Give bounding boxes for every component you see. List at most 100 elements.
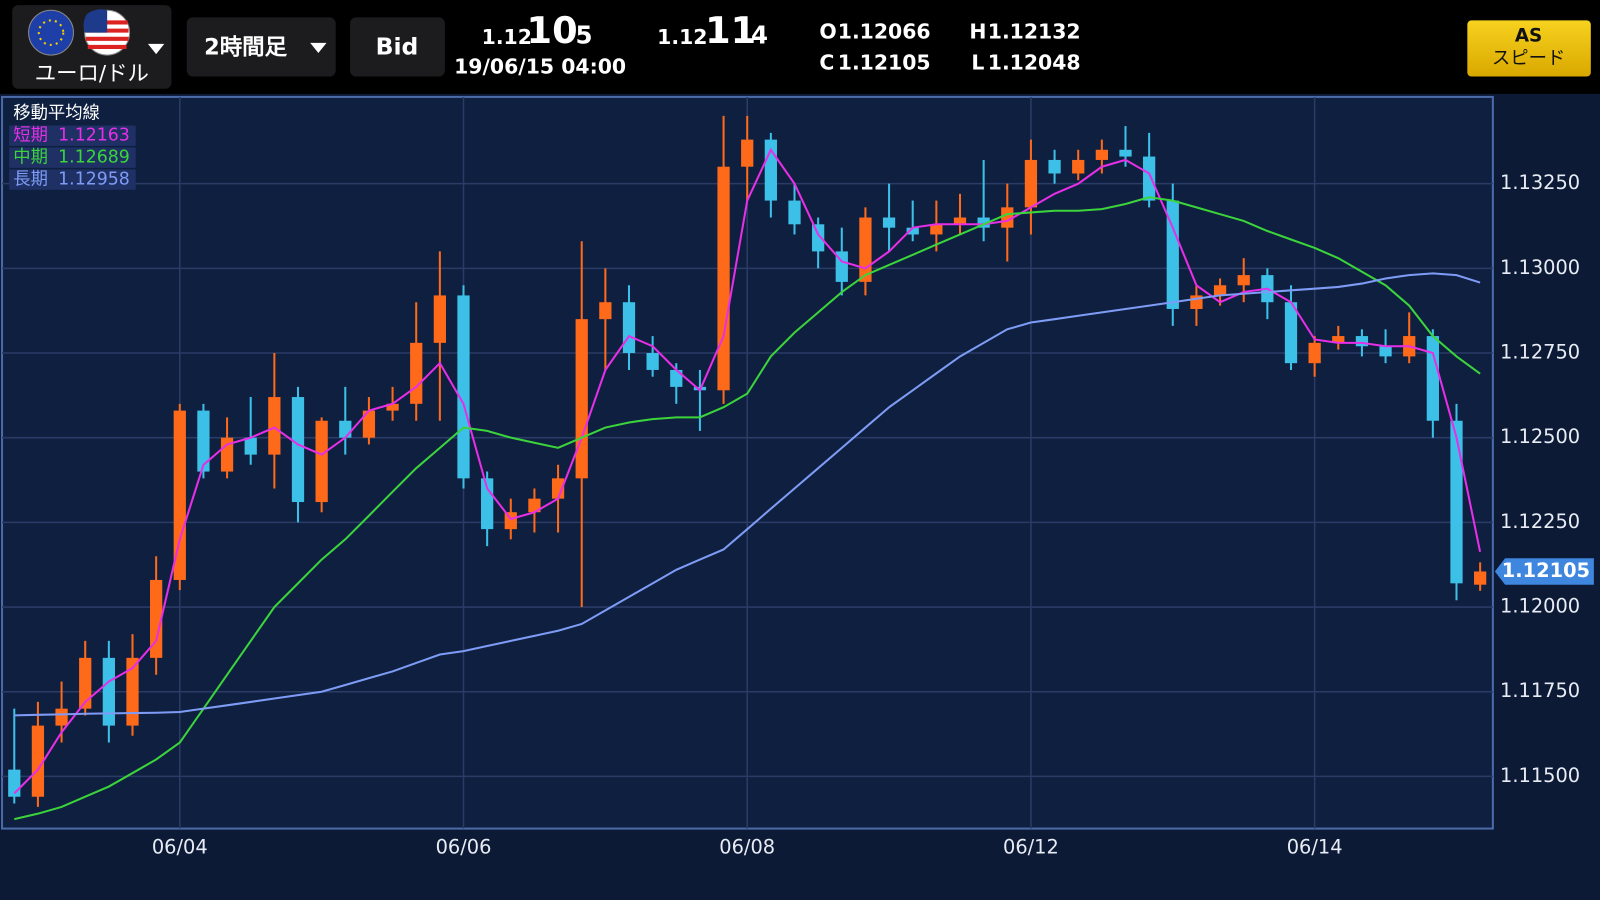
marks bbox=[8, 115, 1487, 821]
legend-bg bbox=[9, 125, 136, 146]
candle-body bbox=[1095, 149, 1108, 160]
bid-head: 1.12 bbox=[482, 25, 532, 49]
candle-body bbox=[812, 224, 825, 252]
ohlc-value: 1.12105 bbox=[838, 50, 931, 74]
x-tick-label: 06/14 bbox=[1287, 835, 1343, 858]
side-label: Bid bbox=[376, 32, 419, 60]
candle-body bbox=[1332, 336, 1345, 343]
ma-line bbox=[14, 196, 1481, 821]
legend-value: 1.12958 bbox=[58, 170, 130, 190]
candle-body bbox=[953, 217, 967, 225]
candle-body bbox=[670, 369, 683, 387]
ask-tail: 4 bbox=[751, 21, 768, 50]
candle-body bbox=[31, 725, 45, 797]
bid-big: 10 bbox=[527, 9, 578, 52]
candle-body bbox=[315, 420, 328, 503]
bid-tail: 5 bbox=[576, 21, 593, 50]
candle-body bbox=[1213, 285, 1227, 296]
legend-value: 1.12689 bbox=[58, 148, 130, 168]
candle-body bbox=[882, 217, 896, 228]
candle-body bbox=[79, 657, 92, 709]
eu-stars bbox=[37, 19, 65, 46]
ohlc-key: H bbox=[969, 20, 986, 44]
y-tick-label: 1.12250 bbox=[1500, 510, 1580, 533]
candle-body bbox=[410, 342, 423, 404]
candle-body bbox=[1450, 420, 1463, 584]
candle-body bbox=[291, 397, 305, 503]
pair-selector[interactable]: ユーロ/ドル bbox=[12, 5, 172, 89]
candle-body bbox=[599, 302, 612, 320]
x-tick-label: 06/04 bbox=[152, 835, 208, 858]
timeframe-label: 2時間足 bbox=[204, 34, 287, 60]
candle-body bbox=[102, 657, 115, 726]
candle-body bbox=[197, 410, 210, 472]
legend: 移動平均線 短期 1.12163 中期 1.12689 長期 1.12958 bbox=[9, 103, 136, 190]
ask-big: 11 bbox=[705, 9, 756, 52]
candle-body bbox=[1166, 200, 1179, 309]
y-tick-label: 1.13000 bbox=[1500, 256, 1580, 279]
ohlc-key: C bbox=[819, 50, 834, 74]
eu-flag bbox=[28, 9, 74, 56]
candle-body bbox=[575, 319, 588, 479]
y-tick-label: 1.11500 bbox=[1500, 764, 1580, 787]
as-speed-button[interactable]: AS スピード bbox=[1467, 20, 1591, 77]
candle-body bbox=[173, 410, 186, 580]
candle-body bbox=[1072, 159, 1085, 174]
candle-body bbox=[906, 227, 919, 235]
datetime: 19/06/15 04:00 bbox=[454, 54, 626, 78]
candle-body bbox=[528, 498, 541, 513]
ma-line bbox=[13, 147, 1482, 795]
candle-body bbox=[1284, 302, 1298, 364]
button-line1: AS bbox=[1515, 26, 1542, 47]
candle-body bbox=[930, 224, 943, 235]
ohlc-block: O 1.12066 H 1.12132 C 1.12105 L 1.12048 bbox=[819, 20, 1080, 75]
price-tag-label: 1.12105 bbox=[1502, 559, 1590, 582]
candle-body bbox=[717, 166, 730, 391]
legend-title: 移動平均線 bbox=[13, 103, 100, 123]
pair-label: ユーロ/ドル bbox=[35, 61, 149, 86]
candle-body bbox=[646, 353, 659, 370]
ohlc-value: 1.12132 bbox=[988, 20, 1081, 44]
axis: 1.11500 1.11750 1.12000 1.12250 1.12500 1.127… bbox=[152, 171, 1594, 858]
side-box[interactable] bbox=[350, 17, 445, 77]
candle-body bbox=[268, 397, 281, 455]
candle-body bbox=[1355, 336, 1369, 347]
candle-body bbox=[55, 708, 68, 726]
legend-bg bbox=[9, 169, 136, 190]
candle-body bbox=[1048, 159, 1061, 174]
candle-body bbox=[788, 200, 801, 225]
ma-line bbox=[14, 272, 1481, 717]
candle-body bbox=[622, 302, 636, 354]
candle-body bbox=[126, 657, 139, 726]
candle-body bbox=[386, 403, 399, 411]
candle-body bbox=[741, 139, 754, 167]
candle-body bbox=[1024, 159, 1038, 208]
legend-name: 中期 bbox=[13, 148, 48, 168]
x-tick-label: 06/06 bbox=[436, 835, 492, 858]
candle-body bbox=[1379, 346, 1392, 357]
dropdown-arrow bbox=[310, 42, 327, 54]
candle-body bbox=[1474, 571, 1487, 585]
legend-name: 短期 bbox=[13, 126, 48, 146]
ohlc-key: O bbox=[819, 20, 836, 44]
ohlc-value: 1.12048 bbox=[988, 50, 1081, 74]
candle-body bbox=[244, 437, 257, 455]
ask-head: 1.12 bbox=[657, 25, 707, 49]
candle-body bbox=[977, 217, 990, 228]
timeframe-selector[interactable]: 2時間足 bbox=[186, 17, 336, 77]
candle-body bbox=[457, 295, 470, 479]
candle-body bbox=[362, 410, 376, 438]
candle-body bbox=[1426, 336, 1439, 421]
timeframe-box[interactable] bbox=[186, 17, 336, 77]
button-bg[interactable] bbox=[1467, 20, 1591, 77]
ohlc-key: L bbox=[971, 50, 984, 74]
us-canton bbox=[83, 9, 108, 33]
candle-body bbox=[150, 579, 163, 658]
price-tag bbox=[1494, 558, 1594, 585]
legend-name: 長期 bbox=[13, 170, 48, 190]
candle-body bbox=[433, 295, 446, 343]
ohlc-value: 1.12066 bbox=[838, 20, 931, 44]
x-tick-label: 06/12 bbox=[1003, 835, 1059, 858]
candle-body bbox=[551, 478, 565, 499]
